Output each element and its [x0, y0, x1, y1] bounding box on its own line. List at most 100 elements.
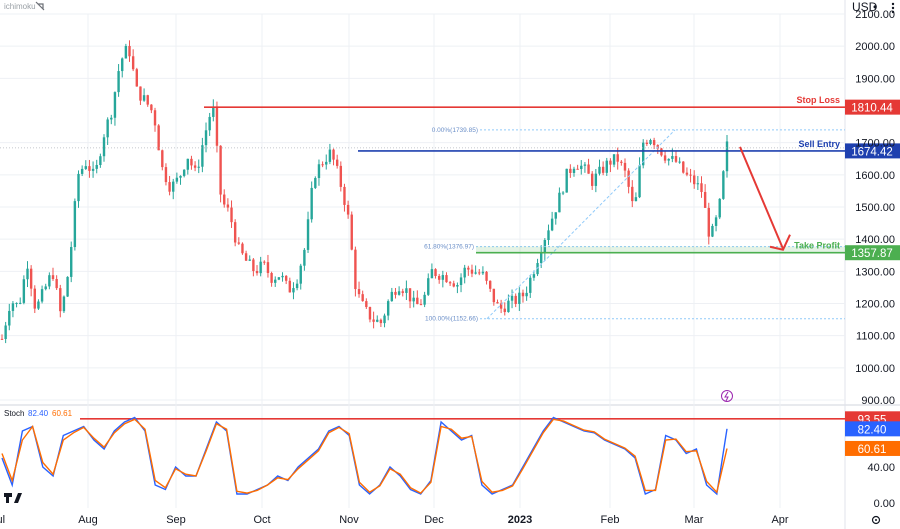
candle-body [73, 201, 77, 248]
candle-body [503, 308, 506, 313]
candle-body [121, 58, 124, 72]
y-tick-label: 1500.00 [855, 202, 895, 214]
candle-body [131, 56, 135, 70]
candle-body [518, 292, 521, 304]
candle-body [95, 164, 98, 169]
candle-body [383, 315, 386, 324]
candle-body [572, 168, 576, 173]
currency-label[interactable]: USD [852, 0, 878, 14]
candle-body [598, 166, 601, 174]
candle-body [470, 269, 474, 274]
y-tick-label: 2100.00 [855, 9, 895, 21]
candle-body [379, 319, 383, 324]
y-tick-label: 1400.00 [855, 234, 895, 246]
candle-body [62, 296, 66, 312]
candle-body [197, 166, 200, 168]
candle-body [601, 166, 605, 173]
candle-body [321, 164, 324, 166]
level-price-label: 1674.42 [851, 146, 893, 158]
forecast-arrow[interactable] [739, 146, 784, 250]
more-vert-icon[interactable] [891, 2, 895, 14]
candle-body [550, 218, 554, 231]
candle-body [215, 106, 219, 146]
candle-body [700, 183, 703, 193]
stoch-d-value: 60.61 [52, 409, 73, 418]
candle-body [441, 275, 445, 280]
candle-body [350, 214, 353, 250]
candle-body [110, 117, 113, 120]
currency-menu[interactable]: • [873, 0, 877, 14]
y-tick-label: 1100.00 [856, 331, 895, 343]
y-tick-label: 1300.00 [855, 266, 895, 278]
candle-body [186, 158, 190, 170]
x-tick-label: Jul [0, 514, 5, 526]
candle-body [580, 165, 583, 170]
candle-body [201, 145, 204, 167]
candle-body [292, 288, 295, 293]
candle-body [168, 182, 171, 192]
candle-body [689, 174, 692, 176]
candle-body [288, 280, 292, 293]
stoch-title: Stoch [4, 409, 24, 418]
candle-body [106, 119, 109, 138]
candle-body [310, 187, 313, 220]
candle-body [642, 142, 645, 166]
candle-body [84, 166, 87, 169]
level-name: Stop Loss [796, 95, 840, 105]
candle-body [427, 278, 430, 295]
candle-body [445, 275, 448, 283]
candle-body [711, 225, 714, 237]
candle-body [365, 301, 368, 308]
candle-body [274, 279, 277, 283]
candle-body [233, 222, 237, 243]
y-tick-label: 2000.00 [855, 41, 895, 53]
x-tick-label: 2023 [508, 514, 532, 526]
candle-body [91, 168, 95, 171]
candle-body [117, 71, 120, 93]
candle-body [15, 302, 18, 304]
candle-body [488, 280, 492, 289]
candle-body [372, 319, 375, 322]
candle-body [521, 292, 525, 297]
candle-body [583, 164, 587, 166]
x-tick-label: Feb [601, 514, 620, 526]
candle-body [153, 110, 157, 126]
candle-body [190, 158, 193, 166]
level-name: Sell Entry [798, 139, 840, 149]
fib-level-label: 100.00%(1152.66) [425, 316, 478, 323]
candle-body [161, 150, 164, 168]
candle-body [539, 253, 543, 264]
candle-body [587, 164, 590, 174]
candle-body [576, 168, 579, 170]
candle-body [237, 242, 241, 244]
candle-body [37, 301, 40, 309]
gear-icon[interactable] [871, 515, 881, 525]
candle-body [48, 275, 51, 287]
x-tick-label: Oct [253, 514, 270, 526]
settings-icon[interactable] [35, 1, 45, 11]
candle-body [19, 302, 22, 304]
fib-level-label: 61.80%(1376.97) [424, 244, 474, 251]
y-tick-label: 1900.00 [855, 73, 895, 85]
candle-body [314, 178, 317, 188]
fib-trend-line[interactable] [486, 129, 676, 320]
candle-body [554, 212, 557, 219]
candle-body [277, 277, 281, 280]
stoch-value-label: 82.40 [858, 424, 887, 436]
candle-body [306, 219, 310, 250]
y-tick-label: 1000.00 [855, 363, 895, 375]
candle-body [70, 247, 73, 277]
candle-body [252, 259, 255, 272]
lightning-icon[interactable] [721, 390, 733, 402]
x-tick-label: Dec [424, 514, 444, 526]
candle-body [591, 173, 594, 186]
candle-body [394, 291, 397, 295]
candle-body [620, 161, 623, 163]
candle-body [226, 204, 230, 208]
candle-body [561, 192, 565, 194]
candle-body [376, 319, 379, 322]
candle-body [416, 297, 419, 305]
stoch-series-line [1, 418, 728, 494]
candle-body [335, 159, 339, 166]
